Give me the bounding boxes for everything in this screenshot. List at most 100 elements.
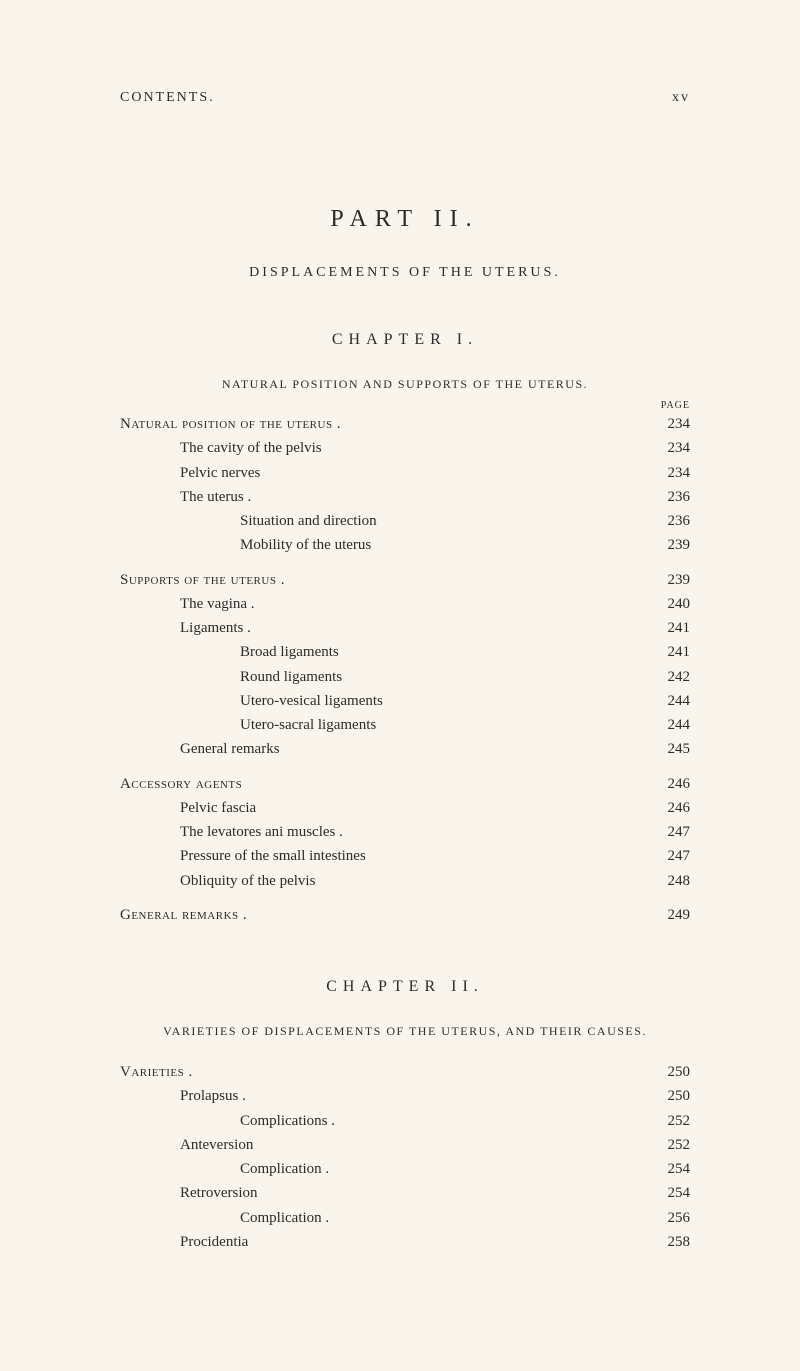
toc-leader [250, 1085, 642, 1100]
toc-leader [347, 821, 642, 836]
toc-label: Obliquity of the pelvis [120, 870, 315, 893]
page-column-label: PAGE [120, 400, 690, 411]
toc-page-number: 250 [646, 1085, 690, 1108]
toc-leader [261, 1182, 642, 1197]
toc-page-number: 254 [646, 1158, 690, 1181]
toc-row: Accessory agents 246 [120, 773, 690, 796]
chapter-2-subtitle: VARIETIES OF DISPLACEMENTS OF THE UTERUS… [120, 1024, 690, 1039]
toc-leader [326, 437, 642, 452]
running-head-left: CONTENTS. [120, 90, 215, 106]
toc-leader [339, 1110, 642, 1125]
toc-row: Prolapsus .250 [120, 1085, 690, 1108]
toc-row: Natural position of the uterus . 234 [120, 413, 690, 436]
toc-label: The vagina . [120, 593, 255, 616]
toc-label: Complication . [120, 1158, 329, 1181]
toc-label: Complications . [120, 1110, 335, 1133]
toc-row: Ligaments . 241 [120, 617, 690, 640]
toc-page-number: 256 [646, 1207, 690, 1230]
toc-leader [257, 1134, 642, 1149]
toc-label: The levatores ani muscles . [120, 821, 343, 844]
toc-page-number: 254 [646, 1182, 690, 1205]
toc-page-number: 250 [646, 1061, 690, 1084]
toc-leader [197, 1061, 642, 1076]
toc-row: The vagina . 240 [120, 593, 690, 616]
toc-leader [251, 904, 642, 919]
toc-page-number: 241 [646, 641, 690, 664]
toc-page-number: 236 [646, 510, 690, 533]
toc-leader [255, 617, 642, 632]
toc-label: The cavity of the pelvis [120, 437, 322, 460]
toc-row: The uterus .236 [120, 486, 690, 509]
chapter-1-subtitle: NATURAL POSITION AND SUPPORTS OF THE UTE… [120, 377, 690, 392]
toc-row: Supports of the uterus .239 [120, 569, 690, 592]
toc-label: Accessory agents [120, 773, 242, 796]
toc-label: Anteversion [120, 1134, 253, 1157]
toc-page-number: 248 [646, 870, 690, 893]
toc-label: Utero-sacral ligaments [120, 714, 376, 737]
toc-row: Complication . 254 [120, 1158, 690, 1181]
toc-page-number: 239 [646, 534, 690, 557]
toc-label: Situation and direction [120, 510, 377, 533]
toc-leader [333, 1207, 642, 1222]
toc-leader [333, 1158, 642, 1173]
toc-label: Varieties . [120, 1061, 193, 1084]
toc-page-number: 240 [646, 593, 690, 616]
toc-leader [255, 486, 642, 501]
toc-leader [246, 773, 642, 788]
toc-page-number: 247 [646, 845, 690, 868]
toc-page-number: 234 [646, 413, 690, 436]
toc-leader [259, 593, 642, 608]
toc-row: The cavity of the pelvis 234 [120, 437, 690, 460]
toc-row: Obliquity of the pelvis 248 [120, 870, 690, 893]
toc-leader [345, 413, 642, 428]
toc-label: Mobility of the uterus [120, 534, 371, 557]
toc-row: Situation and direction 236 [120, 510, 690, 533]
toc-row: Procidentia258 [120, 1231, 690, 1254]
toc-row: Broad ligaments241 [120, 641, 690, 664]
toc-label: Pelvic nerves [120, 462, 260, 485]
toc-page-number: 234 [646, 462, 690, 485]
toc-leader [380, 714, 642, 729]
toc-chapter-1: Natural position of the uterus .234The c… [120, 413, 690, 927]
toc-leader [343, 641, 642, 656]
toc-label: Complication . [120, 1207, 329, 1230]
toc-row: Pelvic nerves 234 [120, 462, 690, 485]
toc-row: Retroversion 254 [120, 1182, 690, 1205]
toc-label: General remarks [120, 738, 280, 761]
toc-label: Ligaments . [120, 617, 251, 640]
toc-page-number: 247 [646, 821, 690, 844]
toc-row: General remarks .249 [120, 904, 690, 927]
toc-page-number: 246 [646, 773, 690, 796]
toc-label: The uterus . [120, 486, 251, 509]
toc-leader [370, 845, 642, 860]
chapter-2-head: CHAPTER II. [120, 978, 690, 996]
toc-leader [381, 510, 642, 525]
toc-gap [120, 763, 690, 773]
toc-row: The levatores ani muscles . 247 [120, 821, 690, 844]
toc-page-number: 245 [646, 738, 690, 761]
toc-label: Natural position of the uterus . [120, 413, 341, 436]
toc-leader [260, 797, 642, 812]
toc-page-number: 249 [646, 904, 690, 927]
toc-label: Pressure of the small intestines [120, 845, 366, 868]
toc-gap [120, 559, 690, 569]
toc-row: Utero-sacral ligaments 244 [120, 714, 690, 737]
toc-leader [289, 569, 642, 584]
toc-label: Retroversion [120, 1182, 257, 1205]
toc-page-number: 252 [646, 1134, 690, 1157]
toc-page-number: 244 [646, 714, 690, 737]
toc-page-number: 246 [646, 797, 690, 820]
toc-row: Utero-vesical ligaments244 [120, 690, 690, 713]
running-head-right: xv [672, 90, 690, 106]
toc-row: General remarks 245 [120, 738, 690, 761]
toc-row: Round ligaments242 [120, 666, 690, 689]
toc-label: Pelvic fascia [120, 797, 256, 820]
toc-leader [319, 870, 642, 885]
toc-row: Pressure of the small intestines 247 [120, 845, 690, 868]
toc-page-number: 239 [646, 569, 690, 592]
toc-page-number: 234 [646, 437, 690, 460]
toc-page-number: 241 [646, 617, 690, 640]
toc-row: Complication . 256 [120, 1207, 690, 1230]
toc-row: Anteversion 252 [120, 1134, 690, 1157]
page: CONTENTS. xv PART II. DISPLACEMENTS OF T… [0, 0, 800, 1371]
